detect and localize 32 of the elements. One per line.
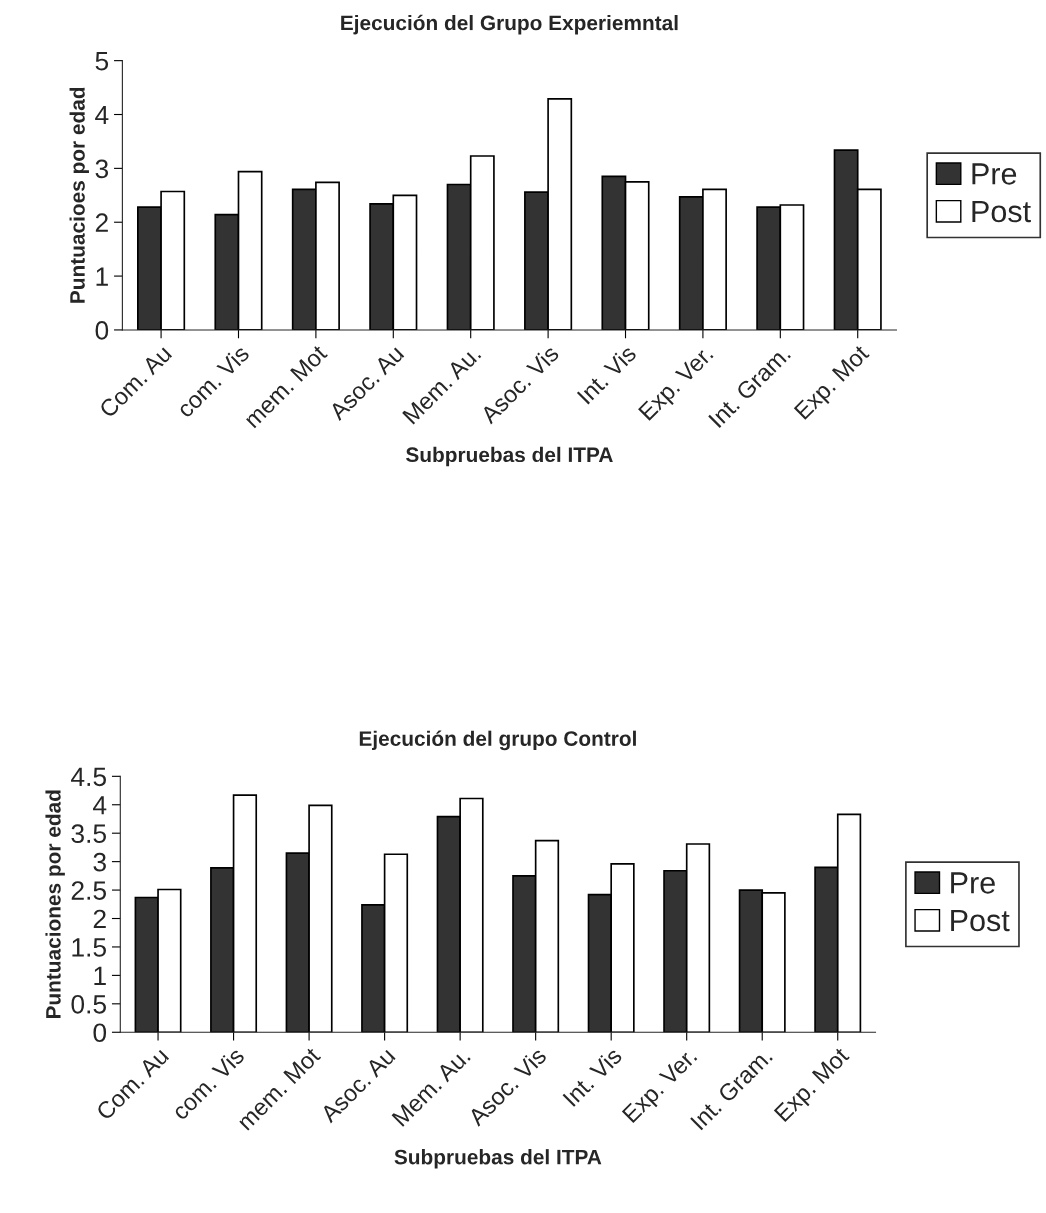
y-tick-label: 0 [93, 1023, 107, 1043]
y-tick-label: 1.5 [72, 938, 106, 957]
x-tick-label: Int. Vis [561, 1046, 623, 1107]
y-tick-label: 1 [96, 267, 108, 286]
x-axis-title: Subpruebas del ITPA [406, 446, 613, 467]
legend-label: Pre [951, 872, 995, 894]
x-tick-label: Com. Au [95, 1047, 170, 1121]
y-tick-label: 2 [95, 213, 108, 232]
legend-label: Pre [972, 163, 1017, 185]
y-tick-label: 0 [95, 321, 109, 340]
chart-title: Ejecución del grupo Control [359, 730, 636, 751]
y-tick-label: 2.5 [71, 881, 106, 900]
x-tick-label: Exp. Mot [773, 1046, 854, 1126]
y-axis-title: Puntuaciones por edad [45, 790, 65, 1019]
y-tick-label: 4 [93, 796, 107, 815]
y-tick-label: 0.5 [71, 994, 106, 1014]
y-tick-label: 2 [93, 909, 106, 929]
y-tick-label: 1 [94, 966, 106, 985]
y-tick-label: 3 [93, 852, 106, 872]
y-axis-title: Puntuacioes por edad [69, 87, 89, 303]
legend-label: Post [972, 201, 1031, 223]
y-tick-label: 5 [95, 52, 109, 71]
chart-title: Ejecución del Grupo Experiemntal [341, 14, 678, 35]
x-tick-label: Exp. Mot [793, 343, 874, 424]
y-tick-label: 3 [95, 159, 109, 179]
legend-label: Post [951, 910, 1010, 932]
x-tick-label: Com. Au [98, 344, 173, 419]
x-axis-title: Subpruebas del ITPA [394, 1149, 602, 1169]
y-tick-label: 3.5 [71, 824, 106, 844]
y-tick-label: 4.5 [71, 767, 106, 787]
x-tick-label: Int. Vis [576, 343, 638, 405]
y-tick-label: 4 [95, 105, 109, 125]
